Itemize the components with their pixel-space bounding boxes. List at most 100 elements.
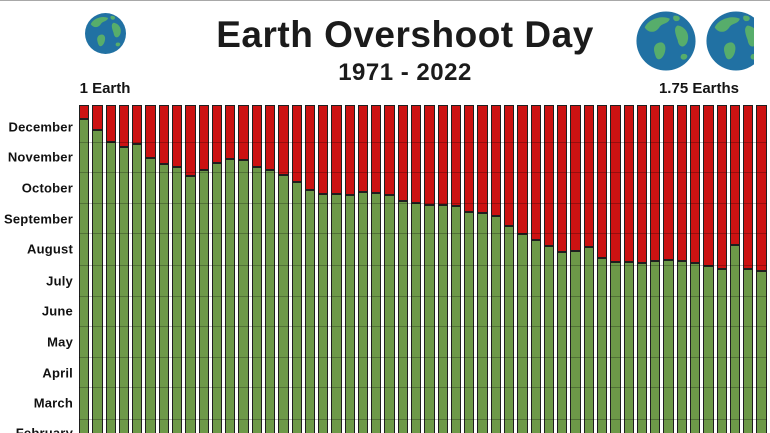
bar-1990 (331, 105, 342, 433)
overshoot-segment-2006 (543, 105, 555, 246)
budget-segment-1972 (92, 130, 103, 433)
budget-segment-2002 (490, 216, 501, 433)
budget-segment-1980 (198, 170, 209, 433)
budget-segment-1977 (158, 164, 169, 433)
overshoot-segment-1996 (411, 105, 422, 203)
bar-1988 (304, 105, 316, 433)
bar-1978 (171, 105, 183, 433)
budget-segment-1978 (171, 167, 183, 433)
month-label-august: August (27, 241, 73, 257)
overshoot-segment-1993 (371, 105, 382, 193)
budget-segment-1983 (238, 160, 249, 433)
overshoot-segment-2020 (729, 105, 741, 245)
earth-icon-full (635, 10, 697, 72)
budget-segment-1974 (118, 147, 130, 433)
budget-segment-2014 (650, 261, 661, 433)
overshoot-segment-2014 (650, 105, 661, 261)
budget-segment-1984 (251, 167, 262, 433)
overshoot-segment-1984 (251, 105, 262, 167)
budget-segment-2018 (703, 266, 714, 433)
overshoot-segment-2011 (610, 105, 621, 262)
overshoot-segment-1981 (211, 105, 223, 163)
budget-segment-1976 (145, 158, 156, 433)
bar-2012 (623, 105, 634, 433)
overshoot-segment-2000 (464, 105, 475, 212)
overshoot-segment-2008 (570, 105, 581, 251)
page-title: Earth Overshoot Day (216, 14, 594, 55)
overshoot-segment-2015 (663, 105, 674, 260)
bar-2006 (543, 105, 555, 433)
bar-1980 (198, 105, 209, 433)
bar-1974 (118, 105, 130, 433)
budget-segment-2007 (557, 252, 568, 433)
bar-1984 (251, 105, 262, 433)
budget-segment-1994 (384, 195, 395, 433)
budget-segment-2001 (477, 213, 488, 433)
budget-segment-1988 (304, 190, 316, 433)
bar-1995 (397, 105, 409, 433)
overshoot-segment-1975 (132, 105, 143, 144)
bar-2001 (477, 105, 488, 433)
budget-segment-1999 (450, 206, 462, 433)
bar-2018 (703, 105, 714, 433)
bar-1977 (158, 105, 169, 433)
budget-segment-1982 (225, 159, 236, 433)
overshoot-segment-1980 (198, 105, 209, 170)
budget-segment-2000 (464, 212, 475, 433)
overshoot-segment-1985 (264, 105, 276, 170)
month-label-september: September (4, 211, 73, 227)
bar-2000 (464, 105, 475, 433)
month-label-february: February (0, 426, 73, 433)
bar-1981 (211, 105, 223, 433)
bar-1983 (238, 105, 249, 433)
bar-2016 (676, 105, 687, 433)
plot-area (79, 105, 767, 433)
bar-1987 (291, 105, 302, 433)
budget-segment-2005 (530, 240, 541, 433)
overshoot-segment-1982 (225, 105, 236, 159)
bar-1993 (371, 105, 382, 433)
budget-segment-2008 (570, 251, 581, 433)
overshoot-segment-1983 (238, 105, 249, 160)
overshoot-segment-2010 (596, 105, 608, 258)
overshoot-segment-2012 (623, 105, 634, 262)
overshoot-segment-2009 (583, 105, 594, 247)
month-label-april: April (42, 365, 73, 381)
bar-1975 (132, 105, 143, 433)
bar-1971 (79, 105, 90, 433)
bar-1998 (437, 105, 448, 433)
budget-segment-1993 (371, 193, 382, 433)
overshoot-segment-1986 (278, 105, 289, 175)
bar-1973 (105, 105, 116, 433)
overshoot-segment-1987 (291, 105, 302, 182)
budget-segment-2021 (743, 269, 754, 433)
overshoot-segment-1995 (397, 105, 409, 201)
overshoot-segment-2007 (557, 105, 568, 252)
budget-segment-1989 (318, 194, 329, 433)
month-label-july: July (46, 273, 73, 289)
bar-1989 (318, 105, 329, 433)
budget-segment-1990 (331, 194, 342, 433)
earth-icon-one-earth (84, 12, 127, 55)
budget-segment-2004 (517, 234, 528, 433)
budget-segment-2012 (623, 262, 634, 433)
overshoot-segment-2018 (703, 105, 714, 266)
overshoot-segment-1992 (357, 105, 369, 192)
bar-1994 (384, 105, 395, 433)
one-point-75-earths-label: 1.75 Earths (658, 80, 740, 97)
overshoot-segment-2013 (636, 105, 648, 263)
overshoot-segment-1972 (92, 105, 103, 130)
bar-2009 (583, 105, 594, 433)
budget-segment-2019 (716, 269, 727, 433)
earth-icon-three-quarters (705, 10, 754, 72)
budget-segment-1979 (185, 176, 196, 433)
title-block: Earth Overshoot Day 1971 - 2022 (198, 14, 612, 87)
overshoot-segment-1971 (79, 105, 90, 119)
overshoot-segment-1974 (118, 105, 130, 147)
month-label-october: October (21, 180, 73, 196)
month-label-march: March (33, 395, 73, 411)
bar-2008 (570, 105, 581, 433)
bar-1979 (185, 105, 196, 433)
month-label-december: December (8, 119, 73, 135)
